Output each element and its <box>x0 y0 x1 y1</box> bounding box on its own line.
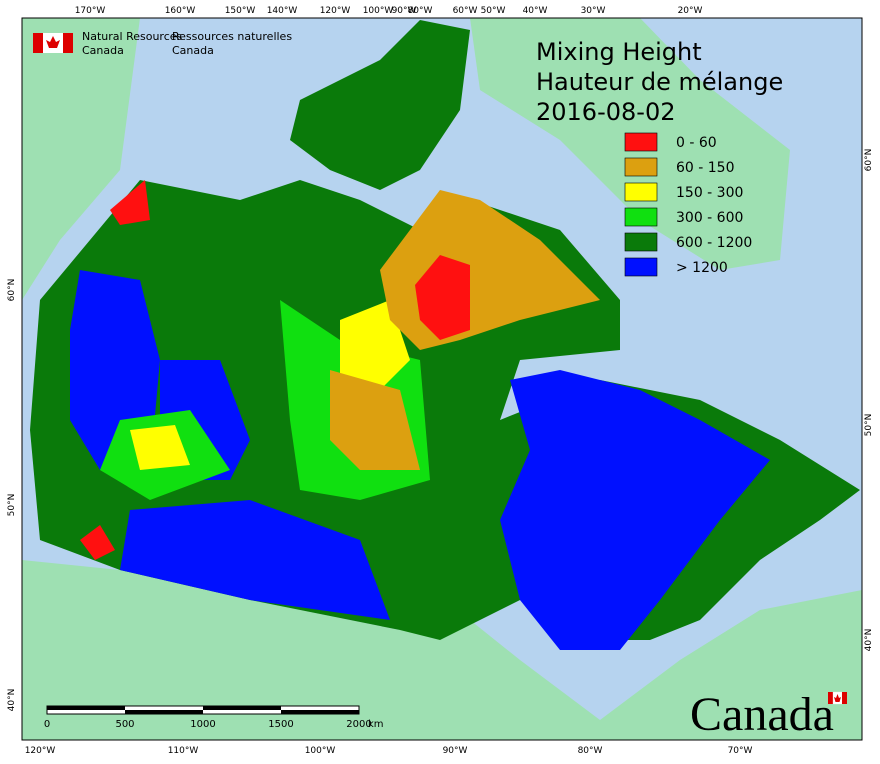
legend-label: 60 - 150 <box>676 160 735 176</box>
graticule-label: 80°W <box>578 746 603 756</box>
legend-label: 600 - 1200 <box>676 235 752 251</box>
red-zone <box>415 255 470 340</box>
title: Mixing Height <box>536 38 702 66</box>
graticule-label: 150°W <box>225 6 256 16</box>
scale-label: 1000 <box>190 719 215 730</box>
alaska-land <box>22 18 140 300</box>
legend-swatch <box>624 182 658 202</box>
title: 2016-08-02 <box>536 98 675 126</box>
graticule-label: 40°N <box>864 629 874 652</box>
scale-label: 0 <box>44 719 50 730</box>
legend-label: 300 - 600 <box>676 210 743 226</box>
title: Hauteur de mélange <box>536 68 783 96</box>
graticule-label: 90°W <box>392 6 417 16</box>
blue-zone <box>500 370 770 650</box>
graticule-label: 30°W <box>581 6 606 16</box>
scale-label: 1500 <box>268 719 293 730</box>
orange-zone <box>330 370 420 470</box>
wordmark-flag <box>828 691 847 705</box>
graticule-label: 100°W <box>305 746 336 756</box>
legend-swatch <box>624 232 658 252</box>
graticule-label: 120°W <box>25 746 56 756</box>
usa-land <box>22 560 862 740</box>
graticule-label: 80°W <box>408 6 433 16</box>
graticule-label: 70°W <box>728 746 753 756</box>
agency-en: Canada <box>82 44 124 57</box>
blue-zone <box>120 500 390 620</box>
graticule-label: 60°N <box>864 149 874 172</box>
legend-label: 150 - 300 <box>676 185 743 201</box>
agency-fr: Canada <box>172 44 214 57</box>
graticule-label: 40°N <box>7 689 17 712</box>
agency-en: Natural Resources <box>82 30 183 43</box>
graticule-label: 90°W <box>443 746 468 756</box>
graticule-label: 40°W <box>523 6 548 16</box>
scale-label: 500 <box>115 719 134 730</box>
scale-unit: km <box>368 719 384 730</box>
graticule-label: 170°W <box>75 6 106 16</box>
red-zone <box>80 525 115 560</box>
map-frame <box>21 17 863 741</box>
legend-swatch <box>624 257 658 277</box>
graticule-label: 140°W <box>267 6 298 16</box>
yellow-zone <box>130 425 190 470</box>
graticule-label: 50°W <box>481 6 506 16</box>
legend-label: > 1200 <box>676 260 728 276</box>
graticule-label: 60°N <box>7 279 17 302</box>
graticule-label: 120°W <box>320 6 351 16</box>
arctic-islands <box>290 20 470 190</box>
graticule-label: 20°W <box>678 6 703 16</box>
scale-label: 2000 <box>346 719 371 730</box>
legend-swatch <box>624 157 658 177</box>
legend-swatch <box>624 132 658 152</box>
legend-label: 0 - 60 <box>676 135 717 151</box>
red-zone <box>110 180 150 225</box>
scale-bar <box>46 705 360 715</box>
graticule-label: 160°W <box>165 6 196 16</box>
graticule-label: 50°N <box>864 414 874 437</box>
graticule-label: 100°W <box>363 6 394 16</box>
graticule-label: 110°W <box>168 746 199 756</box>
wordmark: Canada <box>690 688 834 741</box>
nrcan-flag <box>33 33 73 53</box>
legend-swatch <box>624 207 658 227</box>
graticule-label: 50°N <box>7 494 17 517</box>
graticule-label: 60°W <box>453 6 478 16</box>
agency-fr: Ressources naturelles <box>172 30 292 43</box>
